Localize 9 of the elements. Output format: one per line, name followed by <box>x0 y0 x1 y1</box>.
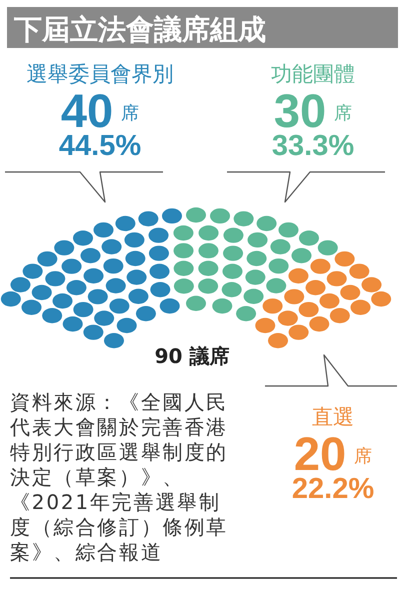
text: 44.5% <box>58 130 142 162</box>
category-label: 選舉委員會界別 <box>26 62 174 86</box>
category-label: 直選 <box>312 405 354 429</box>
text: 90 議席 <box>154 344 230 368</box>
text: 下屆立法會議席組成 <box>13 13 266 46</box>
text: 22.2% <box>292 473 374 505</box>
text: 33.3% <box>272 130 354 162</box>
source-note: 資料來源：《全國人民代表大會關於完善香港特別行政區選舉制度的決定（草案）》、《2021年完善選舉制度（綜合修訂）條例草案》、綜合報道 <box>10 390 229 565</box>
category-label: 功能團體 <box>271 62 355 86</box>
